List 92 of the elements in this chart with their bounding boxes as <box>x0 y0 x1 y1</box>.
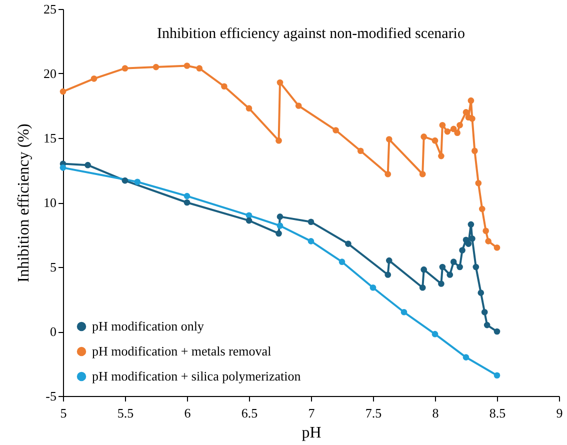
point <box>462 354 470 360</box>
point <box>384 272 392 278</box>
point <box>246 217 252 224</box>
point <box>484 322 490 328</box>
point <box>276 137 282 144</box>
legend-label: pH modification only <box>92 318 204 334</box>
point <box>357 148 364 154</box>
point <box>432 137 438 144</box>
point <box>184 199 190 206</box>
point <box>196 65 203 72</box>
point <box>276 230 282 237</box>
point <box>332 127 339 134</box>
y-tick-label: -5 <box>46 388 56 404</box>
point <box>494 328 500 335</box>
point <box>469 115 476 122</box>
y-tick-label: 25 <box>44 2 56 16</box>
point <box>134 178 141 186</box>
point <box>432 330 438 338</box>
point <box>60 88 66 95</box>
x-tick-label: 5 <box>60 406 67 420</box>
point <box>494 372 500 379</box>
x-axis-title: pH <box>302 424 322 442</box>
point <box>439 122 446 128</box>
point <box>184 192 190 200</box>
point <box>420 266 427 273</box>
point <box>338 258 346 265</box>
point <box>469 235 476 242</box>
point <box>308 218 314 226</box>
point <box>468 97 474 104</box>
legend-label: pH modification + metals removal <box>92 344 272 358</box>
point <box>482 228 489 234</box>
x-tick-label: 6.5 <box>241 406 258 420</box>
legend-label: pH modification + silica polymerization <box>92 368 302 384</box>
point <box>475 180 482 186</box>
point <box>419 284 426 291</box>
point <box>221 83 228 90</box>
point <box>276 214 284 220</box>
point <box>400 308 408 316</box>
point <box>468 221 474 228</box>
point <box>450 126 457 132</box>
point <box>478 206 486 212</box>
point <box>481 308 488 316</box>
point <box>122 65 128 72</box>
point <box>370 284 376 291</box>
point <box>345 240 352 247</box>
point <box>438 152 444 160</box>
x-tick-label: 9 <box>556 406 563 420</box>
text: Inhibition efficiency against non-modified scenario <box>157 26 465 42</box>
point <box>184 62 190 69</box>
point <box>420 134 427 140</box>
x-tick-label: 7.5 <box>365 406 382 420</box>
point <box>90 76 98 82</box>
point <box>456 122 463 128</box>
x-tick-label: 8 <box>432 406 439 420</box>
point <box>386 136 392 142</box>
y-tick-label: 15 <box>44 130 56 146</box>
point <box>456 264 463 270</box>
point <box>60 164 66 171</box>
y-tick-label: 0 <box>50 324 56 339</box>
x-tick-label: 6 <box>184 406 192 420</box>
point <box>246 105 252 112</box>
point <box>472 148 478 154</box>
point <box>446 272 454 278</box>
point <box>384 170 392 178</box>
point <box>485 238 492 244</box>
point <box>478 290 484 296</box>
point <box>84 162 91 168</box>
point <box>465 240 472 247</box>
point <box>295 102 302 109</box>
point <box>276 79 284 86</box>
point <box>152 64 160 70</box>
point <box>444 128 451 135</box>
point <box>472 264 480 270</box>
point <box>462 109 470 116</box>
point <box>438 280 444 287</box>
y-tick-label: 20 <box>44 66 56 81</box>
point <box>276 222 284 229</box>
x-tick-label: 7 <box>308 406 316 420</box>
point <box>386 257 392 264</box>
x-tick-label: 8.5 <box>489 406 506 420</box>
point <box>419 170 426 178</box>
y-tick-label: 5 <box>50 260 56 274</box>
point <box>454 130 460 136</box>
point <box>450 258 457 265</box>
x-tick-label: 5.5 <box>117 406 134 420</box>
point <box>494 244 500 251</box>
point <box>308 238 314 244</box>
point <box>439 264 446 270</box>
y-axis-title: Inhibition efficiency (%) <box>16 124 32 282</box>
point <box>122 177 128 184</box>
y-tick-label: 10 <box>44 195 56 210</box>
point <box>459 247 466 254</box>
